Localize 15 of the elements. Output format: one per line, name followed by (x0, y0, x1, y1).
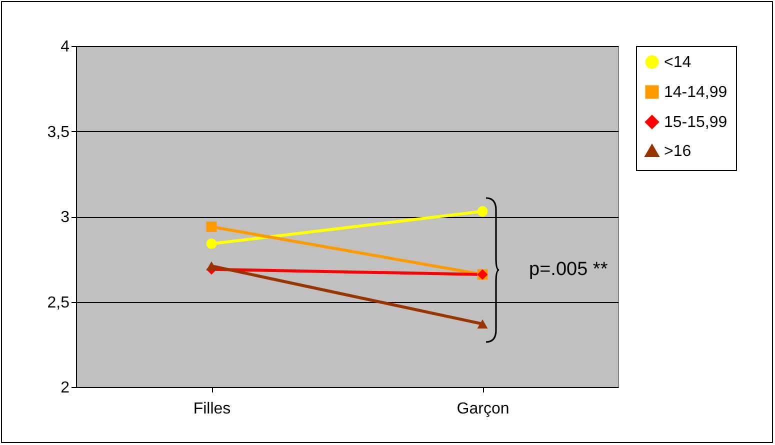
y-tick-label: 4 (60, 38, 70, 56)
point (206, 221, 217, 232)
y-tick-label: 2,5 (47, 294, 70, 312)
y-tick-label: 3,5 (47, 124, 70, 141)
point (206, 238, 217, 250)
legend-label: >16 (664, 143, 692, 160)
x-tick-label: Filles (193, 400, 231, 418)
y-tick-label: 3 (60, 209, 70, 226)
legend-label: <14 (664, 54, 692, 71)
point (477, 206, 488, 217)
y-tick-label: 2 (60, 380, 70, 396)
annotation: p=.005 ** (529, 259, 608, 281)
x-tick-label: Garçon (456, 400, 510, 418)
legend-label: 14-14,99 (664, 84, 728, 101)
legend-label: 15-15,99 (664, 114, 728, 131)
